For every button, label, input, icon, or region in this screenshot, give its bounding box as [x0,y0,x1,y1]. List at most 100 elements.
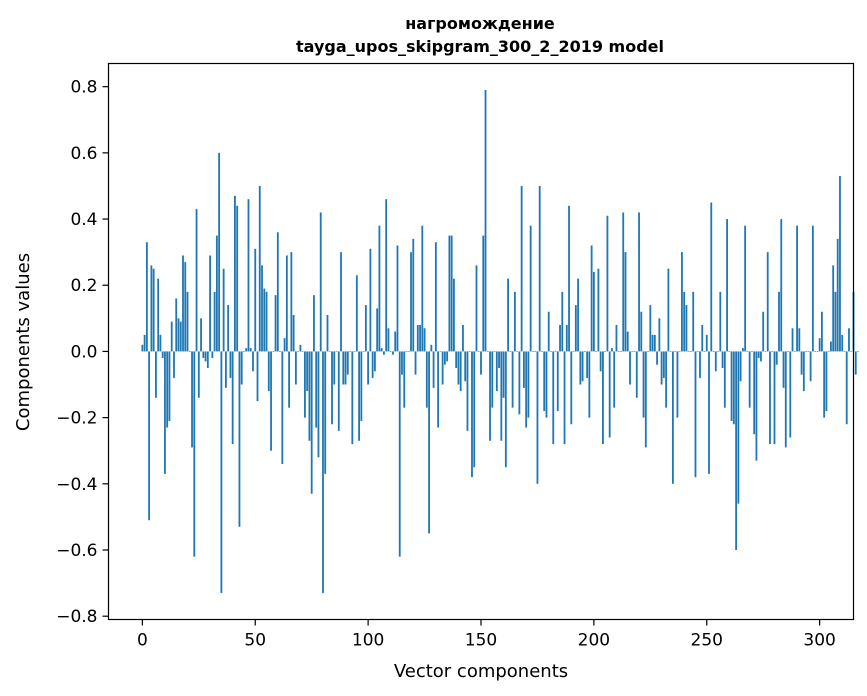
bar [579,351,582,385]
bar [805,351,807,353]
bar [170,321,173,352]
bar [398,351,401,557]
bar [346,351,349,375]
bar [297,351,300,353]
bar [753,351,756,435]
bar [807,351,810,353]
bar [545,351,548,418]
bar [197,351,200,398]
bar [175,298,178,352]
bar [358,351,360,441]
bar [272,351,275,353]
bar [455,351,458,368]
bar [737,351,740,504]
bar [559,324,561,352]
bar [766,252,769,352]
bar [592,272,595,352]
bar [712,351,715,353]
bar [690,351,692,353]
x-tick-label: 150 [465,631,497,651]
bar [249,348,252,352]
y-tick-label: 0.8 [70,78,97,98]
bar [789,351,792,438]
bar [432,351,435,388]
bar [177,318,180,352]
x-tick-label: 50 [244,631,266,651]
bar [364,305,367,352]
bar [335,351,338,353]
bar [466,351,469,431]
bar [328,351,331,353]
bar [247,199,250,352]
bar [184,262,187,352]
bar [308,351,311,441]
bar [597,268,600,352]
bar [561,291,564,352]
bar [150,265,153,352]
bar [344,351,347,385]
bar [369,248,372,352]
bar [304,351,306,418]
bar [220,351,223,594]
bar [182,255,184,352]
bar [529,225,532,352]
bar [258,185,261,352]
bar [543,351,546,411]
bar [502,351,505,398]
bar [771,351,774,353]
bar [256,351,259,402]
bar [800,351,803,375]
bar [213,291,216,352]
bar [604,351,607,353]
bar [674,351,677,353]
bar [245,348,248,352]
bar [764,351,767,353]
bar [362,351,365,353]
bar [430,344,433,352]
bar [405,351,408,353]
bar [769,351,771,445]
bar [710,202,713,352]
y-axis-label: Components values [13,253,34,431]
bar [644,351,647,448]
y-axis: −0.8 −0.6 −0.4 −0.2 0.0 0.2 0.4 0.6 0.8 [56,78,109,627]
bar [541,351,543,353]
bar [263,288,266,352]
bar [816,351,819,353]
bar [243,351,245,353]
bar [527,351,530,418]
bar [782,351,785,388]
bar [511,351,514,408]
bar [204,351,207,362]
bar [306,351,309,392]
bar [421,225,424,352]
bar [773,351,776,445]
bar [380,348,383,352]
bar [373,351,376,372]
bar [161,351,164,359]
bar [489,351,491,441]
bar [292,315,295,352]
bar [611,348,613,352]
bar [236,205,239,352]
bar [234,195,236,352]
bar [741,348,744,352]
bar [809,351,812,382]
bar [155,351,157,398]
x-tick-label: 250 [691,631,723,651]
bar [224,351,227,388]
bar [227,305,230,352]
bar [195,209,198,352]
bar [692,291,695,352]
bar [200,318,202,352]
bar [486,351,489,353]
bar [473,351,476,468]
bar [477,351,480,353]
bar [498,351,500,368]
bar [276,232,279,352]
bar [480,351,482,375]
bar [687,351,690,353]
bar [319,212,322,352]
bar [383,351,385,355]
bar [484,89,487,352]
